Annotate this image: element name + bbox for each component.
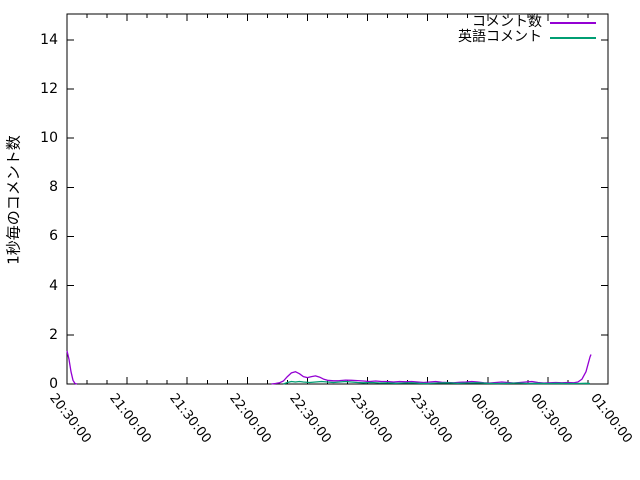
y-tick-label: 14 xyxy=(40,31,58,48)
legend-row-comments: コメント数 xyxy=(430,15,596,30)
y-tick-label: 8 xyxy=(49,179,58,196)
plot-border xyxy=(66,13,609,385)
legend: コメント数 英語コメント xyxy=(430,15,596,45)
legend-line-english-comments xyxy=(550,36,596,39)
series-line-0 xyxy=(271,354,592,385)
y-tick-label: 12 xyxy=(40,80,58,97)
y-tick-label: 6 xyxy=(49,228,58,245)
legend-row-english-comments: 英語コメント xyxy=(430,30,596,45)
y-tick-label: 0 xyxy=(49,376,58,392)
legend-line-comments xyxy=(550,21,596,24)
y-axis-label: 1秒毎のコメント数 xyxy=(4,135,23,265)
y-tick-label: 4 xyxy=(49,277,58,294)
legend-label-english-comments: 英語コメント xyxy=(458,29,542,45)
series-line-1 xyxy=(283,380,591,385)
y-tick-label: 2 xyxy=(49,326,58,343)
series-line-0 xyxy=(66,350,78,385)
y-tick-label: 10 xyxy=(40,130,58,147)
legend-label-comments: コメント数 xyxy=(472,14,542,30)
